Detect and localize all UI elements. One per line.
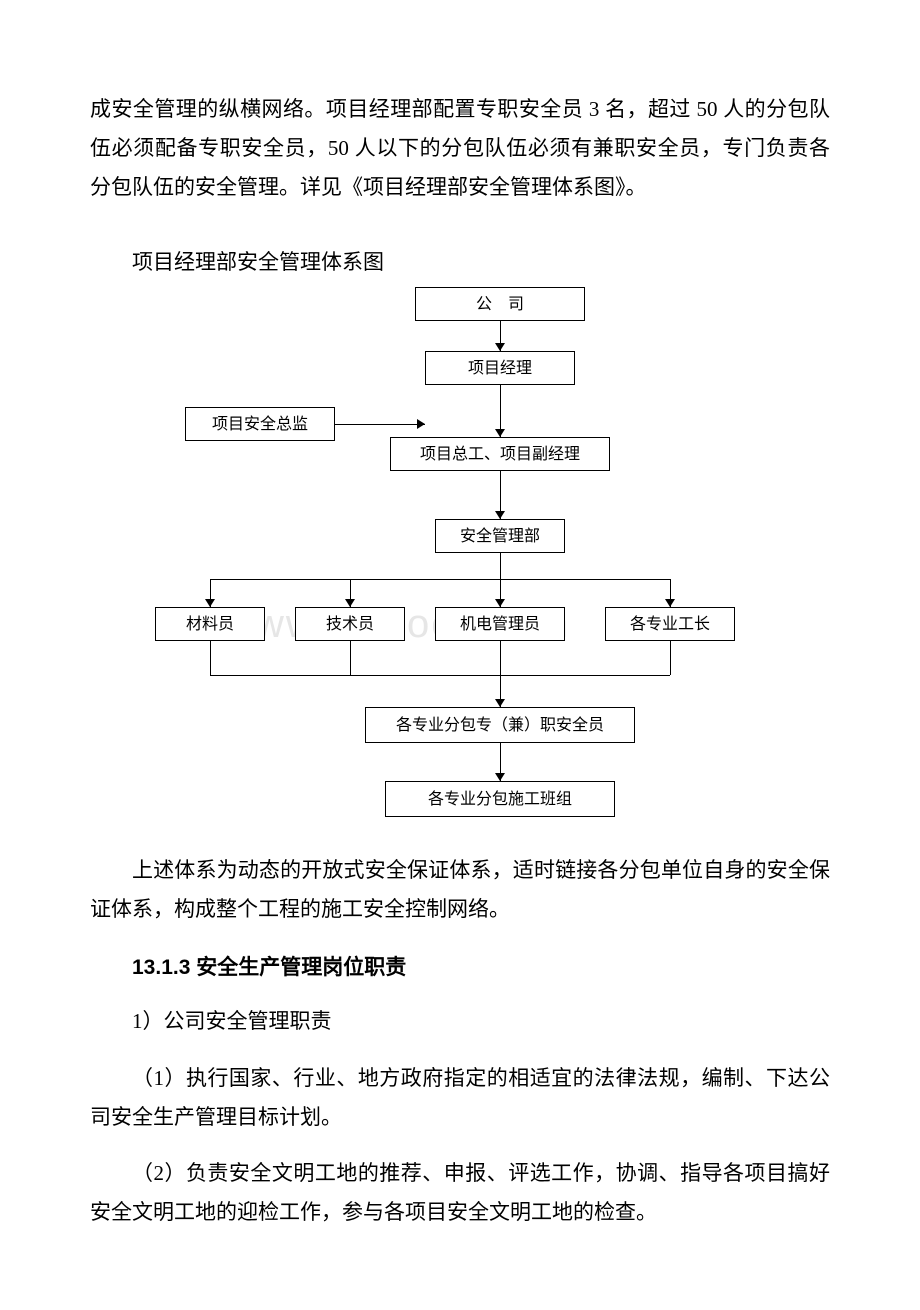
diagram-title: 项目经理部安全管理体系图 bbox=[90, 243, 830, 282]
arrow-down-icon bbox=[495, 429, 505, 437]
connector-line bbox=[210, 675, 670, 676]
connector-line bbox=[350, 641, 351, 675]
connector-line bbox=[210, 579, 670, 580]
org-flowchart: www.bdocx.com公 司项目经理项目安全总监项目总工、项目副经理安全管理… bbox=[135, 287, 785, 827]
flowchart-node-mat: 材料员 bbox=[155, 607, 265, 641]
flowchart-node-safchief: 项目安全总监 bbox=[185, 407, 335, 441]
arrow-right-icon bbox=[417, 419, 425, 429]
paragraph-after-diagram: 上述体系为动态的开放式安全保证体系，适时链接各分包单位自身的安全保证体系，构成整… bbox=[90, 851, 830, 929]
flowchart-node-safdept: 安全管理部 bbox=[435, 519, 565, 553]
arrow-down-icon bbox=[495, 343, 505, 351]
arrow-down-icon bbox=[345, 599, 355, 607]
connector-line bbox=[335, 424, 425, 425]
flowchart-node-chief: 项目总工、项目副经理 bbox=[390, 437, 610, 471]
arrow-down-icon bbox=[665, 599, 675, 607]
flowchart-node-subsaf: 各专业分包专（兼）职安全员 bbox=[365, 707, 635, 743]
flowchart-node-mech: 机电管理员 bbox=[435, 607, 565, 641]
flowchart-node-tech: 技术员 bbox=[295, 607, 405, 641]
flowchart-node-teams: 各专业分包施工班组 bbox=[385, 781, 615, 817]
arrow-down-icon bbox=[495, 511, 505, 519]
connector-line bbox=[210, 641, 211, 675]
paragraph-intro: 成安全管理的纵横网络。项目经理部配置专职安全员 3 名，超过 50 人的分包队伍… bbox=[90, 90, 830, 207]
connector-line bbox=[500, 641, 501, 675]
arrow-down-icon bbox=[495, 599, 505, 607]
connector-line bbox=[670, 641, 671, 675]
paragraph-1-company-duty: 1）公司安全管理职责 bbox=[90, 1002, 830, 1041]
section-heading-13-1-3: 13.1.3 安全生产管理岗位职责 bbox=[90, 949, 830, 988]
arrow-down-icon bbox=[495, 773, 505, 781]
flowchart-node-pm: 项目经理 bbox=[425, 351, 575, 385]
flowchart-node-foreman: 各专业工长 bbox=[605, 607, 735, 641]
paragraph-duty-2: （2）负责安全文明工地的推荐、申报、评选工作，协调、指导各项目搞好安全文明工地的… bbox=[90, 1154, 830, 1232]
arrow-down-icon bbox=[495, 699, 505, 707]
flowchart-node-company: 公 司 bbox=[415, 287, 585, 321]
connector-line bbox=[500, 553, 501, 579]
arrow-down-icon bbox=[205, 599, 215, 607]
paragraph-duty-1: （1）执行国家、行业、地方政府指定的相适宜的法律法规，编制、下达公司安全生产管理… bbox=[90, 1059, 830, 1137]
